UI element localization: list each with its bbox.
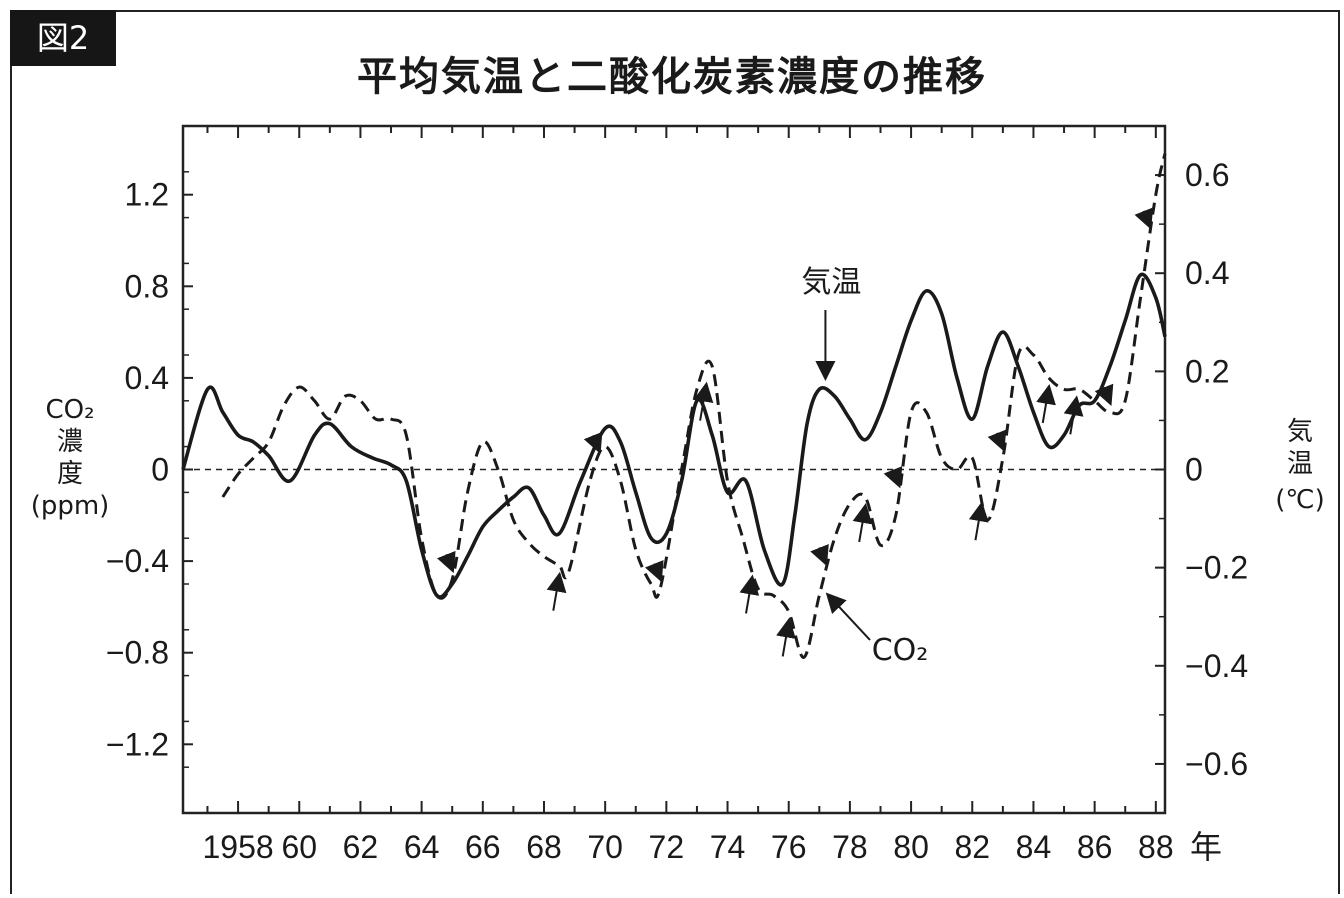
x-tick-label: 80 (893, 829, 929, 865)
co2-leader-arrow (825, 592, 871, 641)
trend-arrow (852, 503, 873, 543)
x-axis-unit: 年 (1190, 829, 1222, 865)
right-axis-label-line-3: (℃) (1275, 485, 1325, 515)
x-tick-label: 60 (281, 829, 317, 865)
x-tick-label: 78 (832, 829, 868, 865)
chart-title: 平均気温と二酸化炭素濃度の推移 (357, 54, 987, 100)
trend-arrow (1094, 383, 1114, 406)
x-tick-label: 74 (710, 829, 746, 865)
x-tick-label: 62 (343, 829, 379, 865)
x-tick-label: 64 (404, 829, 440, 865)
trend-arrow (546, 571, 567, 611)
trend-arrow (436, 550, 456, 574)
trend-arrow (776, 617, 796, 657)
trend-arrow (1134, 207, 1154, 230)
temperature-annotation: 気温 (801, 265, 861, 300)
right-axis-label-line-2: 温 (1287, 449, 1313, 479)
figure-label: 図2 (10, 10, 116, 66)
annotations: 気温 CO₂ (436, 207, 1154, 668)
trend-arrow (1063, 395, 1084, 435)
left-tick-label: −0.4 (106, 543, 169, 579)
trend-arrow (987, 429, 1007, 452)
temperature-series-line (181, 272, 1167, 599)
right-tick-label: 0.2 (1185, 353, 1229, 389)
x-tick-label: 66 (465, 829, 501, 865)
trend-arrow (693, 381, 714, 421)
trend-arrow (645, 560, 664, 583)
x-tick-label: 1958 (202, 829, 273, 865)
x-tick-label: 84 (1016, 829, 1052, 865)
left-axis-label-line-3: 度 (57, 459, 83, 489)
series-layer (181, 153, 1167, 659)
trend-arrow (883, 466, 903, 489)
x-tick-label: 86 (1077, 829, 1113, 865)
left-axis-label-line-2: 濃 (57, 427, 83, 457)
right-tick-label: 0.4 (1185, 255, 1229, 291)
right-axis-label-line-1: 気 (1287, 417, 1313, 447)
co2-annotation: CO₂ (872, 633, 929, 668)
x-tick-label: 88 (1138, 829, 1174, 865)
left-tick-label: 1.2 (125, 177, 169, 213)
right-tick-label: −0.2 (1185, 550, 1248, 586)
x-tick-label: 68 (526, 829, 562, 865)
left-tick-label: 0.8 (125, 268, 169, 304)
figure-frame (10, 10, 1340, 894)
trend-arrow (968, 501, 989, 541)
left-tick-label: 0.4 (125, 360, 169, 396)
left-axis-label-line-4: (ppm) (31, 491, 110, 521)
x-tick-label: 72 (649, 829, 685, 865)
left-tick-label: −0.8 (106, 635, 169, 671)
trend-arrow (739, 574, 760, 614)
right-tick-label: −0.6 (1185, 746, 1248, 782)
x-tick-label: 76 (771, 829, 807, 865)
right-tick-label: 0.6 (1185, 157, 1229, 193)
right-tick-label: −0.4 (1185, 648, 1248, 684)
left-tick-label: −1.2 (106, 726, 169, 762)
x-tick-label: 70 (587, 829, 623, 865)
axis-ticks: 1.2 0.8 0.4 0 −0.4 −0.8 −1.2 0.6 0.4 0.2 0 −0.2 −0.4… (106, 125, 1248, 865)
trend-arrow (583, 431, 603, 455)
trend-arrow (810, 543, 829, 567)
right-tick-label: 0 (1185, 452, 1203, 488)
x-tick-label: 82 (954, 829, 990, 865)
left-axis-label-line-1: CO₂ (45, 395, 94, 425)
trend-arrow (1036, 383, 1056, 424)
left-tick-label: 0 (151, 452, 169, 488)
